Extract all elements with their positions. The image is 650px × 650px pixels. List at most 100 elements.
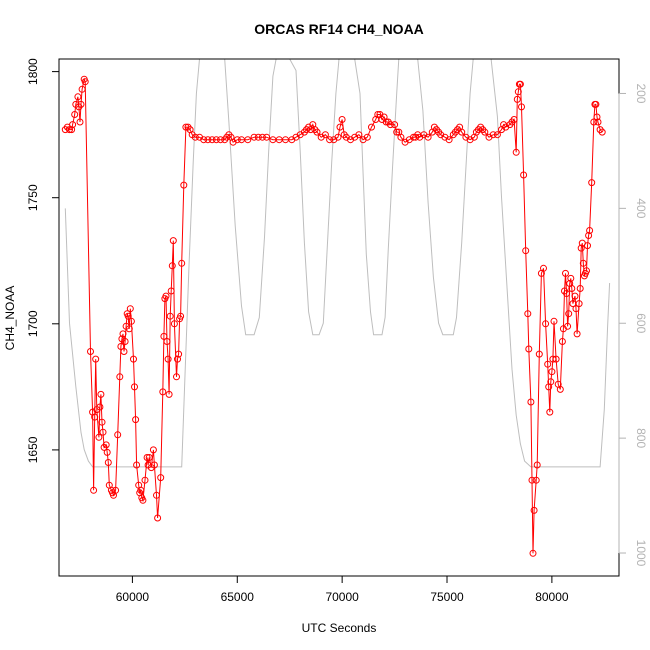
ch4-point	[145, 454, 153, 461]
ch4-point	[117, 343, 125, 350]
ch4-point	[549, 355, 557, 363]
x-tick-label: 70000	[325, 590, 359, 604]
ch4-point	[527, 398, 535, 406]
ch4-point	[159, 388, 167, 396]
ch4-point	[579, 259, 587, 267]
x-axis: 60000 65000 70000 75000 80000	[116, 575, 569, 604]
ch4-point	[386, 121, 394, 129]
ch4-point	[160, 332, 168, 340]
ch4-point	[321, 131, 329, 139]
ch4-point	[174, 355, 181, 363]
ch4-point	[572, 305, 580, 313]
ch4-point	[102, 441, 110, 449]
pressure-series	[64, 58, 611, 468]
ch4-point	[424, 133, 432, 141]
ch4-point	[180, 181, 188, 189]
ch4-point	[244, 136, 252, 144]
ch4-point	[143, 454, 151, 461]
ch4-point	[547, 378, 555, 386]
ch4-point	[120, 348, 128, 355]
ch4-point	[275, 136, 283, 144]
ch4-point	[68, 126, 76, 134]
ch4-point	[326, 136, 334, 144]
ch4-point	[92, 355, 100, 363]
ch4-point	[598, 128, 606, 136]
ch4-point	[87, 348, 94, 355]
ch4-point	[282, 136, 289, 144]
ch4-point	[313, 128, 321, 136]
ch4-point	[98, 418, 106, 426]
ch4-point	[124, 312, 132, 320]
ch4-point	[542, 320, 550, 328]
ch4-point	[125, 325, 133, 333]
ch4-point	[238, 136, 245, 144]
ch4-point	[99, 428, 107, 436]
ch4-point	[535, 350, 543, 358]
ch4-point	[363, 133, 371, 141]
ch4-point	[116, 373, 124, 381]
ch4-point	[204, 136, 212, 144]
ch4-point	[178, 259, 186, 267]
ch4-point	[233, 136, 241, 144]
ch4-point	[576, 285, 584, 292]
ch4-point	[510, 116, 518, 123]
ch4-point	[391, 121, 399, 129]
ch4-point	[163, 338, 171, 345]
ch4-point	[368, 123, 375, 131]
ch4-point	[127, 317, 135, 325]
ch4-point	[568, 285, 576, 292]
y-tick-label: 1700	[26, 310, 40, 337]
ch4-point	[165, 390, 173, 398]
x-tick-label: 75000	[430, 590, 464, 604]
ch4-point	[548, 368, 556, 376]
ch4-point	[133, 461, 141, 469]
ch4-point	[126, 305, 134, 313]
ch4-point	[114, 431, 122, 439]
y-tick-label: 1800	[26, 58, 40, 85]
ch4-point	[103, 448, 111, 456]
ch4-point	[170, 320, 178, 328]
ch4-point	[513, 95, 521, 103]
ch4-point	[336, 123, 344, 131]
ch4-point	[540, 264, 547, 272]
chart-title: ORCAS RF14 CH4_NOAA	[254, 21, 424, 37]
ch4-point	[119, 330, 127, 338]
pressure-line	[64, 58, 611, 468]
ch4-point	[458, 128, 466, 136]
ch4-point	[258, 133, 266, 141]
x-tick-label: 65000	[221, 590, 255, 604]
ch4-point	[137, 486, 145, 494]
ch4-point	[550, 317, 558, 325]
ch4-point	[518, 103, 525, 111]
ch4-point	[530, 506, 538, 514]
ch4-point	[97, 390, 105, 398]
ch4-point	[593, 113, 601, 121]
ch4-point	[91, 413, 99, 421]
ch4-point	[69, 121, 77, 129]
ch4-point	[546, 408, 554, 416]
ch4-point	[71, 111, 79, 118]
ch4-point	[563, 290, 571, 297]
ch4-point	[567, 274, 575, 282]
ch4-point	[208, 136, 216, 144]
ch4-point	[168, 262, 176, 270]
ch4-point	[586, 227, 594, 234]
ch4-point	[573, 330, 581, 338]
ch4-point	[374, 111, 382, 118]
ch4-point	[565, 310, 573, 318]
ch4-point	[564, 322, 572, 330]
ch4-point	[175, 350, 183, 358]
ch4-point	[585, 232, 593, 239]
x-tick-label: 80000	[535, 590, 569, 604]
ch4-point	[164, 355, 172, 363]
ch4-point	[96, 403, 104, 411]
ch4-point	[552, 355, 560, 363]
ch4-point	[66, 126, 73, 134]
ch4-point	[173, 373, 180, 381]
ch4-point	[556, 385, 564, 393]
ch4-point	[512, 148, 520, 156]
ch4-point	[154, 514, 162, 522]
ch4-point	[583, 267, 590, 275]
ch4-point	[141, 476, 149, 484]
ch4-point	[562, 269, 569, 277]
